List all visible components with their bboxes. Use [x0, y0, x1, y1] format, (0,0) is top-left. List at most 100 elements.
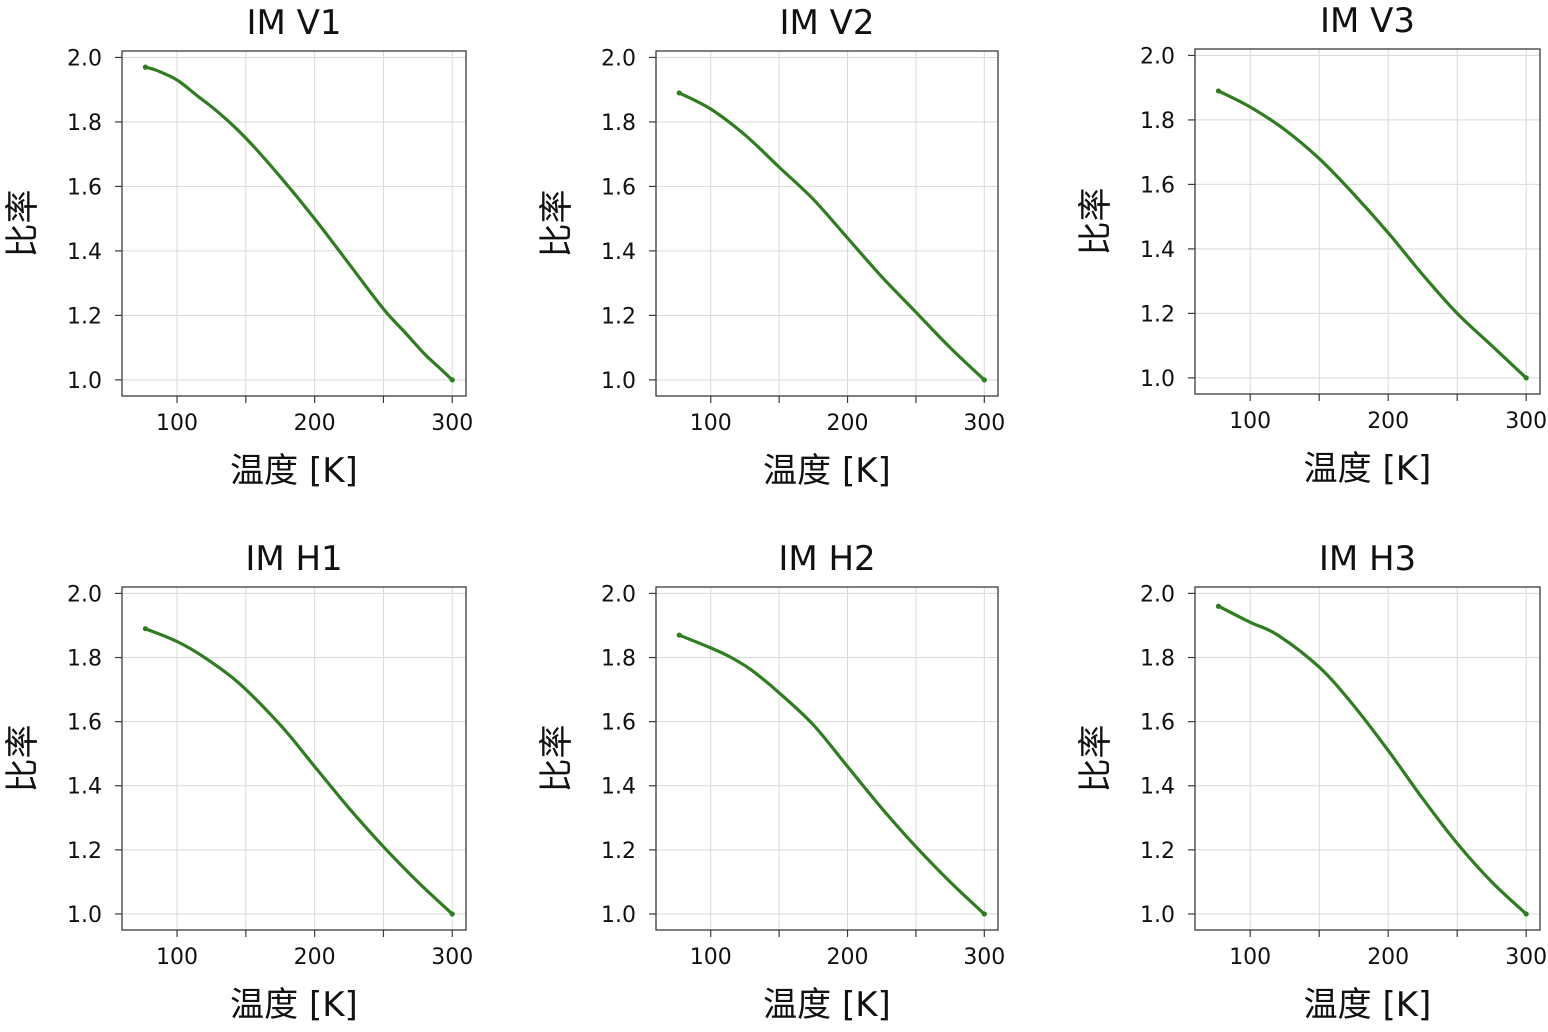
x-tick-label: 200	[294, 945, 336, 970]
y-axis-label: 比率	[537, 725, 577, 793]
y-tick-label: 1.6	[601, 175, 636, 200]
series-line	[143, 627, 454, 916]
plot-frame	[121, 50, 467, 397]
y-tick-label: 1.0	[1140, 903, 1175, 928]
x-axis-label: 温度 [K]	[1304, 449, 1432, 489]
plot-frame	[121, 586, 467, 931]
y-tick-label: 2.0	[67, 582, 102, 607]
y-tick-label: 1.0	[67, 903, 102, 928]
y-tick-label: 1.8	[601, 111, 636, 136]
data-point	[676, 632, 682, 638]
x-axis-label: 温度 [K]	[763, 451, 891, 491]
x-tick-label: 300	[963, 411, 1005, 436]
x-tick-label: 300	[431, 945, 473, 970]
y-tick-label: 1.6	[601, 711, 636, 736]
x-tick-label: 100	[690, 411, 732, 436]
data-point	[676, 90, 682, 96]
y-tick-label: 1.6	[67, 175, 102, 200]
data-point	[142, 64, 148, 70]
y-axis-label: 比率	[537, 190, 577, 258]
y-tick-label: 1.2	[1140, 302, 1175, 327]
data-point	[1215, 603, 1222, 609]
x-tick-label: 200	[827, 945, 869, 970]
x-tick-label: 100	[1229, 409, 1271, 434]
x-axis-label: 温度 [K]	[230, 985, 358, 1025]
chart-title: IM H3	[1319, 539, 1416, 579]
x-tick-label: 100	[156, 945, 198, 970]
x-tick-label: 100	[690, 945, 732, 970]
y-tick-label: 1.2	[1140, 839, 1175, 864]
chart-title: IM H1	[245, 539, 342, 579]
y-tick-label: 2.0	[601, 46, 636, 71]
y-tick-label: 1.8	[601, 647, 636, 672]
y-tick-label: 1.6	[67, 711, 102, 736]
series-line	[677, 633, 986, 916]
y-tick-label: 1.0	[67, 369, 102, 394]
subplot-3: 100 200 300 1.0 1.2 1.4 1.6 1.8 2.0 IM V3 温度 [K] 比率	[1076, 1, 1547, 489]
series-line	[1216, 604, 1528, 916]
data-point	[1523, 375, 1529, 381]
y-tick-label: 1.8	[1140, 109, 1175, 134]
y-tick-label: 1.4	[601, 240, 636, 265]
plot-frame	[655, 586, 999, 931]
subplot-5: 100 200 300 1.0 1.2 1.4 1.6 1.8 2.0 IM H2 温度 [K] 比率	[537, 539, 1005, 1025]
y-axis-label: 比率	[1076, 188, 1116, 256]
y-tick-label: 1.6	[1140, 711, 1175, 736]
x-axis-label: 温度 [K]	[230, 451, 358, 491]
data-point	[142, 626, 148, 632]
y-tick-label: 1.2	[601, 839, 636, 864]
x-tick-label: 200	[294, 411, 336, 436]
chart-title: IM V1	[246, 3, 341, 43]
y-axis-label: 比率	[1076, 725, 1116, 793]
x-tick-label: 200	[827, 411, 869, 436]
y-tick-label: 2.0	[67, 46, 102, 71]
subplot-6: 100 200 300 1.0 1.2 1.4 1.6 1.8 2.0 IM H3 温度 [K] 比率	[1076, 539, 1547, 1025]
chart-title: IM H2	[778, 539, 875, 579]
data-point	[449, 377, 455, 383]
x-tick-label: 300	[963, 945, 1005, 970]
y-tick-label: 1.6	[1140, 173, 1175, 198]
x-tick-label: 300	[1505, 945, 1547, 970]
y-tick-label: 2.0	[1140, 582, 1175, 607]
y-tick-label: 2.0	[1140, 44, 1175, 69]
x-tick-label: 100	[156, 411, 198, 436]
x-tick-label: 300	[431, 411, 473, 436]
plot-frame	[1194, 586, 1541, 931]
subplot-2: 100 200 300 1.0 1.2 1.4 1.6 1.8 2.0 IM V2 温度 [K] 比率	[537, 3, 1005, 491]
data-point	[981, 377, 987, 383]
series-line	[1216, 89, 1528, 380]
data-point	[449, 911, 455, 917]
x-tick-label: 300	[1505, 409, 1547, 434]
y-tick-label: 1.4	[67, 240, 102, 265]
y-tick-label: 1.8	[67, 647, 102, 672]
x-tick-label: 200	[1367, 945, 1409, 970]
y-tick-label: 1.4	[1140, 775, 1175, 800]
x-tick-label: 100	[1229, 945, 1271, 970]
y-tick-label: 1.4	[67, 775, 102, 800]
y-tick-label: 1.0	[601, 903, 636, 928]
x-tick-label: 200	[1367, 409, 1409, 434]
x-axis-label: 温度 [K]	[763, 985, 891, 1025]
y-axis-label: 比率	[3, 190, 43, 258]
y-tick-label: 1.0	[601, 369, 636, 394]
y-tick-label: 1.2	[67, 839, 102, 864]
y-tick-label: 1.4	[1140, 238, 1175, 263]
subplot-1: 100 200 300 1.0 1.2 1.4 1.6 1.8 2.0 IM V1 温度 [K] 比率	[3, 3, 473, 491]
plot-frame	[1194, 48, 1541, 395]
chart-title: IM V3	[1320, 1, 1415, 41]
y-tick-label: 1.0	[1140, 367, 1175, 392]
y-tick-label: 1.4	[601, 775, 636, 800]
y-tick-label: 2.0	[601, 582, 636, 607]
series-line	[677, 91, 986, 382]
y-tick-label: 1.2	[67, 304, 102, 329]
subplot-4: 100 200 300 1.0 1.2 1.4 1.6 1.8 2.0 IM H1 温度 [K] 比率	[3, 539, 473, 1025]
y-axis-label: 比率	[3, 725, 43, 793]
y-tick-label: 1.8	[1140, 647, 1175, 672]
data-point	[1523, 911, 1529, 917]
data-point	[981, 911, 987, 917]
series-line	[143, 65, 454, 382]
x-axis-label: 温度 [K]	[1304, 985, 1432, 1025]
plot-frame	[655, 50, 999, 397]
y-tick-label: 1.2	[601, 304, 636, 329]
